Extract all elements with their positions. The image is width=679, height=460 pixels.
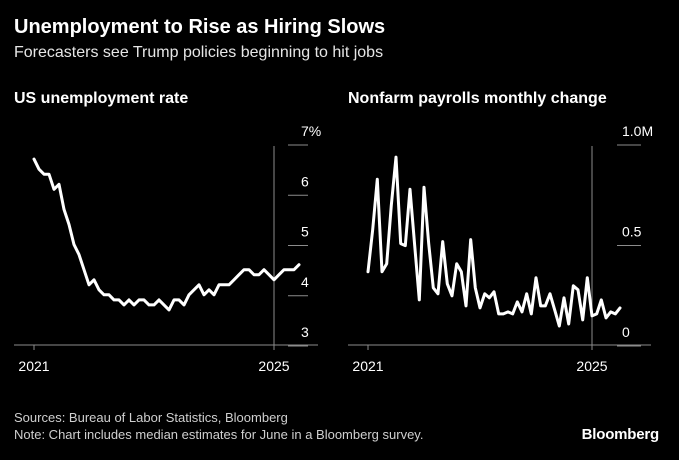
payrolls-x-tick-label: 2025 bbox=[576, 358, 607, 374]
unemployment-panel-title: US unemployment rate bbox=[14, 90, 189, 107]
unemployment-y-tick-label: 7% bbox=[301, 123, 321, 139]
payrolls-series-line bbox=[366, 155, 622, 328]
payrolls-y-tick-label: 0 bbox=[622, 324, 630, 340]
nonfarm-payrolls-chart: 1.0M 0.5 0 2021 2025 bbox=[348, 123, 653, 374]
unemployment-x-tick-label: 2025 bbox=[258, 358, 289, 374]
unemployment-y-tick-label: 6 bbox=[301, 173, 309, 189]
payrolls-x-tick-label: 2021 bbox=[352, 358, 383, 374]
unemployment-y-tick-label: 3 bbox=[301, 324, 309, 340]
footnote: Note: Chart includes median estimates fo… bbox=[14, 427, 424, 442]
chart-subtitle: Forecasters see Trump policies beginning… bbox=[14, 44, 384, 61]
unemployment-x-tick-label: 2021 bbox=[18, 358, 49, 374]
bloomberg-logo: Bloomberg bbox=[581, 426, 660, 443]
unemployment-series-line bbox=[32, 157, 301, 312]
unemployment-y-tick-label: 4 bbox=[301, 274, 309, 290]
payrolls-panel-title: Nonfarm payrolls monthly change bbox=[348, 90, 607, 107]
payrolls-y-tick-label: 1.0M bbox=[622, 123, 653, 139]
payrolls-y-tick-label: 0.5 bbox=[622, 224, 642, 240]
unemployment-y-tick-label: 5 bbox=[301, 224, 309, 240]
chart-title: Unemployment to Rise as Hiring Slows bbox=[14, 16, 386, 38]
unemployment-rate-chart: 7% 6 5 4 3 2021 2025 bbox=[14, 123, 321, 374]
source-note: Sources: Bureau of Labor Statistics, Blo… bbox=[14, 410, 288, 425]
